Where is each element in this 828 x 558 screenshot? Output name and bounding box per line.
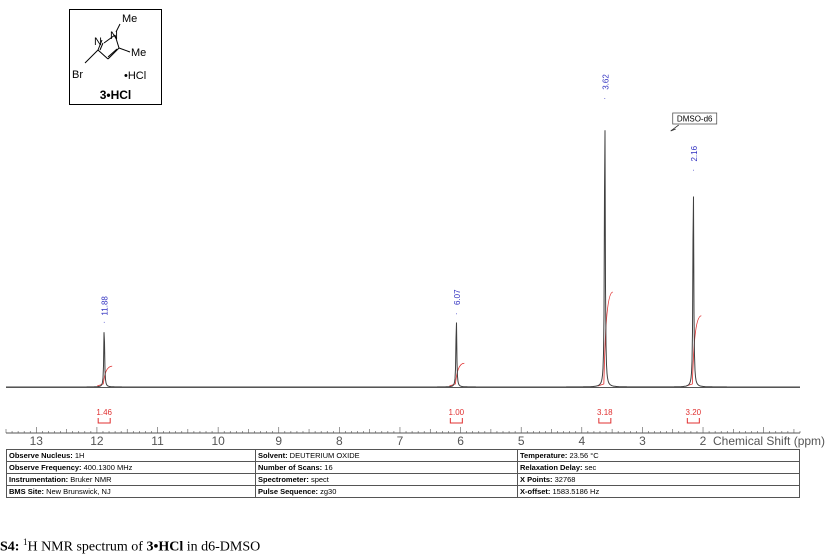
tick-label: 6 [457,434,464,448]
parameter-value: 32768 [552,474,576,484]
nmr-spectrum-chart: 11.88 6.073.622.16 1.46 1.00 3.18 3.20 13 12 1… [5,74,825,448]
parameter-cell: X-offset: 1583.5186 Hz [517,485,800,498]
integral-value: 3.18 [597,408,613,417]
parameter-cell: X Points: 32768 [517,473,800,486]
parameter-value: New Brunswick, NJ [44,486,111,496]
compound-label: 3•HCl [99,88,132,102]
parameter-cell: Solvent: DEUTERIUM OXIDE [255,449,518,462]
x-axis-label: Chemical Shift (ppm) [713,434,825,448]
peak-label: 3.62 [601,74,610,90]
tick-label: 7 [397,434,404,448]
bromo-label: Br [72,69,83,81]
parameter-value: DEUTERIUM OXIDE [287,450,360,460]
peak-label: 11.88 [101,296,110,316]
tick-label: 9 [275,434,282,448]
parameter-cell: Observe Frequency: 400.1300 MHz [6,461,256,474]
tick-label: 3 [639,434,646,448]
tick-label: 10 [211,434,225,448]
parameter-cell: BMS Site: New Brunswick, NJ [6,485,256,498]
integral-value: 1.00 [449,408,465,417]
parameter-cell: Instrumentation: Bruker NMR [6,473,256,486]
integral-value: 1.46 [96,408,112,417]
acquisition-parameters-table: Observe Nucleus: 1H Solvent: DEUTERIUM OX… [6,449,800,498]
parameter-name: X-offset: [520,486,551,496]
parameter-cell: Number of Scans: 16 [255,461,518,474]
integral-bracket [686,418,700,424]
parameter-value: spect [308,474,329,484]
nitrogen-label-1: N [110,30,118,42]
parameter-cell: Pulse Sequence: zg30 [255,485,518,498]
parameter-name: Number of Scans: [258,462,323,472]
integral-bracket [449,418,463,424]
parameter-cell: Relaxation Delay: sec [517,461,800,474]
parameter-value: 1H [72,450,85,460]
parameter-cell: Observe Nucleus: 1H [6,449,256,462]
caption-prefix: S4: [0,539,23,555]
tick-label: 13 [30,434,44,448]
parameter-value: Bruker NMR [68,474,112,484]
spectrum-trace [6,130,800,388]
parameter-name: Pulse Sequence: [258,486,319,496]
tick-label: 2 [700,434,707,448]
parameter-value: sec [582,462,597,472]
peak-labels: 11.88 6.07 3.62 2.16 [101,74,699,323]
parameter-row: Instrumentation: Bruker NMR Spectrometer:… [6,473,800,486]
parameter-name: Instrumentation: [9,474,69,484]
integral-curves [97,291,702,387]
parameter-row: Observe Frequency: 400.1300 MHz Number of… [6,461,800,474]
parameter-name: BMS Site: [9,486,45,496]
parameter-name: Observe Nucleus: [9,450,73,460]
molecule-structure-box: Me Me N N Br •HCl 3•HCl [69,9,162,105]
parameter-name: X Points: [520,474,553,484]
tick-label: 4 [578,434,585,448]
parameter-name: Temperature: [520,450,568,460]
caption-superscript: 1 [22,537,28,547]
tick-label: 8 [336,434,343,448]
salt-label: •HCl [124,70,146,82]
tick-label: 12 [90,434,104,448]
methyl-label-right: Me [131,47,146,59]
integral-bracket [97,418,111,424]
parameter-value: 400.1300 MHz [81,462,133,472]
solvent-annotation: DMSO-d6 [670,112,718,132]
nitrogen-label-2: N [94,36,102,48]
integral-brackets: 1.46 1.00 3.18 3.20 [96,408,702,424]
parameter-cell: Spectrometer: spect [255,473,518,486]
parameter-row: BMS Site: New Brunswick, NJ Pulse Sequenc… [6,485,800,498]
integral-bracket [598,418,612,424]
caption-compound: 3•HCl [146,539,184,555]
parameter-value: zg30 [318,486,337,496]
parameter-name: Solvent: [258,450,288,460]
pyrazole-structure: Me Me N N Br •HCl [72,13,146,82]
peak-label: 6.07 [453,289,462,305]
parameter-cell: Temperature: 23.56 °C [517,449,800,462]
parameter-value: 23.56 °C [567,450,599,460]
annotation-arrow [670,124,679,132]
parameter-row: Observe Nucleus: 1H Solvent: DEUTERIUM OX… [6,449,800,462]
integral-value: 3.20 [686,408,702,417]
figure-caption: S4: 1H NMR spectrum of 3•HCl in d6-DMSO [0,537,260,556]
annotation-box [672,112,718,125]
peak-label: 2.16 [690,145,699,161]
tick-label: 11 [151,434,164,448]
methyl-label-top: Me [122,13,137,25]
annotation-text: DMSO-d6 [677,115,713,124]
parameter-name: Spectrometer: [258,474,309,484]
caption-suffix: in d6-DMSO [183,539,261,555]
parameter-value: 16 [322,462,333,472]
x-axis: 13 12 11 10 9 8 7 6 5 4 3 2 Chemical Shift (ppm) [5,427,825,448]
parameter-value: 1583.5186 Hz [550,486,600,496]
caption-text: H NMR spectrum of [27,539,147,555]
tick-label: 5 [518,434,525,448]
parameter-name: Observe Frequency: [9,462,82,472]
parameter-name: Relaxation Delay: [520,462,583,472]
